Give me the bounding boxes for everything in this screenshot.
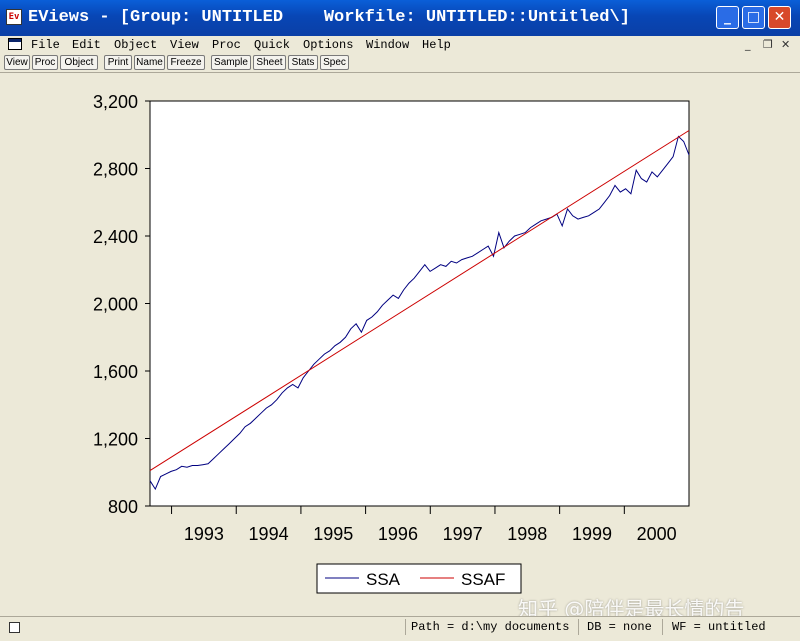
y-tick-label: 2,800 bbox=[93, 160, 138, 180]
mdi-restore-button[interactable]: ❐ bbox=[763, 38, 773, 51]
series-line-ssa bbox=[149, 135, 690, 491]
menu-quick[interactable]: Quick bbox=[254, 38, 291, 52]
y-tick-label: 2,400 bbox=[93, 227, 138, 247]
y-tick-label: 800 bbox=[108, 497, 138, 517]
name-button[interactable]: Name bbox=[134, 55, 165, 70]
window-title: EViews - [Group: UNTITLED Workfile: UNTI… bbox=[28, 8, 630, 27]
x-tick-label: 1999 bbox=[572, 524, 612, 544]
spec-button[interactable]: Spec bbox=[320, 55, 349, 70]
status-path: Path = d:\my documents bbox=[411, 620, 570, 634]
series-line-ssaf bbox=[149, 130, 690, 472]
x-axis: 1993 1994 1995 1996 1997 1998 1999 2000 bbox=[171, 506, 677, 544]
maximize-button[interactable]: □ bbox=[742, 6, 765, 29]
mdi-close-button[interactable]: ✕ bbox=[781, 38, 791, 51]
menu-window[interactable]: Window bbox=[366, 38, 410, 52]
print-button[interactable]: Print bbox=[104, 55, 132, 70]
view-button[interactable]: View bbox=[4, 55, 30, 70]
proc-button[interactable]: Proc bbox=[32, 55, 58, 70]
title-bar: Ev EViews - [Group: UNTITLED Workfile: U… bbox=[0, 0, 800, 36]
x-tick-label: 2000 bbox=[637, 524, 677, 544]
menu-bar: File Edit Object View Proc Quick Options… bbox=[0, 36, 800, 54]
y-tick-label: 1,600 bbox=[93, 362, 138, 382]
sheet-button[interactable]: Sheet bbox=[253, 55, 286, 70]
plot-area bbox=[149, 100, 690, 507]
menu-edit[interactable]: Edit bbox=[72, 38, 101, 52]
sample-button[interactable]: Sample bbox=[211, 55, 251, 70]
menu-object[interactable]: Object bbox=[114, 38, 158, 52]
y-tick-label: 1,200 bbox=[93, 430, 138, 450]
status-separator bbox=[578, 619, 579, 635]
x-tick-label: 1996 bbox=[378, 524, 418, 544]
legend-label-ssaf: SSAF bbox=[461, 570, 505, 589]
menu-help[interactable]: Help bbox=[422, 38, 451, 52]
menu-view[interactable]: View bbox=[170, 38, 199, 52]
y-tick-label: 2,000 bbox=[93, 295, 138, 315]
x-tick-label: 1997 bbox=[443, 524, 483, 544]
object-button[interactable]: Object bbox=[60, 55, 98, 70]
y-axis: 800 1,200 1,600 2,000 2,400 2,800 3,200 bbox=[93, 92, 150, 517]
freeze-button[interactable]: Freeze bbox=[167, 55, 205, 70]
x-tick-label: 1993 bbox=[184, 524, 224, 544]
menu-proc[interactable]: Proc bbox=[212, 38, 241, 52]
close-button[interactable]: ✕ bbox=[768, 6, 791, 29]
minimize-button[interactable]: _ bbox=[716, 6, 739, 29]
x-tick-label: 1994 bbox=[249, 524, 289, 544]
y-tick-label: 3,200 bbox=[93, 92, 138, 112]
eviews-app-icon[interactable]: Ev bbox=[6, 9, 22, 25]
mdi-minimize-button[interactable]: _ bbox=[745, 38, 751, 51]
legend-label-ssa: SSA bbox=[366, 570, 401, 589]
series-layer bbox=[149, 130, 690, 491]
status-bar: Path = d:\my documents DB = none WF = un… bbox=[0, 616, 800, 641]
graph-view: 800 1,200 1,600 2,000 2,400 2,800 3,200 1993 19… bbox=[0, 73, 800, 616]
x-tick-label: 1995 bbox=[313, 524, 353, 544]
status-db: DB = none bbox=[587, 620, 652, 634]
stats-button[interactable]: Stats bbox=[288, 55, 318, 70]
menu-options[interactable]: Options bbox=[303, 38, 354, 52]
x-tick-label: 1998 bbox=[507, 524, 547, 544]
status-checkbox[interactable] bbox=[9, 622, 20, 633]
status-wf: WF = untitled bbox=[672, 620, 766, 634]
legend: SSA SSAF bbox=[316, 563, 522, 594]
menu-file[interactable]: File bbox=[31, 38, 60, 52]
status-separator bbox=[662, 619, 663, 635]
document-window-icon[interactable] bbox=[8, 38, 22, 50]
object-toolbar: View Proc Object Print Name Freeze Sampl… bbox=[0, 54, 800, 73]
status-separator bbox=[405, 619, 406, 635]
